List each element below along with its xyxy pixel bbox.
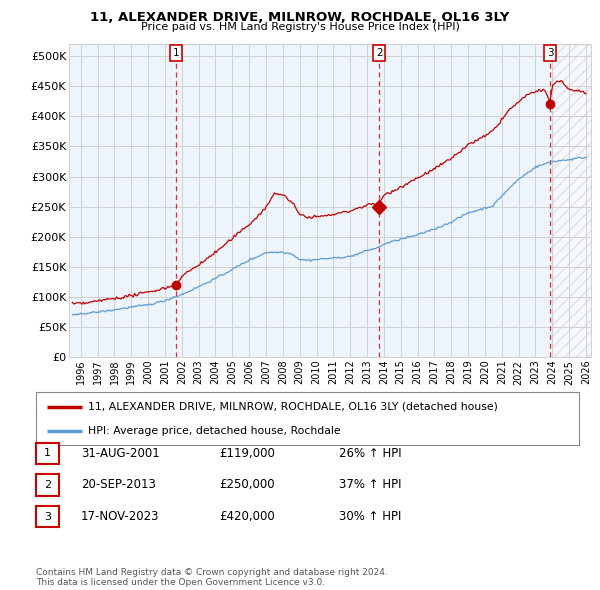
Text: £420,000: £420,000 xyxy=(219,510,275,523)
Text: 1: 1 xyxy=(173,48,179,58)
Text: 1: 1 xyxy=(44,448,51,458)
Text: 3: 3 xyxy=(547,48,554,58)
Text: 20-SEP-2013: 20-SEP-2013 xyxy=(81,478,156,491)
Text: HPI: Average price, detached house, Rochdale: HPI: Average price, detached house, Roch… xyxy=(88,426,340,436)
Text: 30% ↑ HPI: 30% ↑ HPI xyxy=(339,510,401,523)
Text: 11, ALEXANDER DRIVE, MILNROW, ROCHDALE, OL16 3LY (detached house): 11, ALEXANDER DRIVE, MILNROW, ROCHDALE, … xyxy=(88,402,497,412)
Text: Contains HM Land Registry data © Crown copyright and database right 2024.
This d: Contains HM Land Registry data © Crown c… xyxy=(36,568,388,587)
Text: Price paid vs. HM Land Registry's House Price Index (HPI): Price paid vs. HM Land Registry's House … xyxy=(140,22,460,32)
Text: £250,000: £250,000 xyxy=(219,478,275,491)
Bar xyxy=(552,44,600,357)
Text: 26% ↑ HPI: 26% ↑ HPI xyxy=(339,447,401,460)
Text: £119,000: £119,000 xyxy=(219,447,275,460)
Text: 2: 2 xyxy=(44,480,51,490)
Text: 2: 2 xyxy=(376,48,383,58)
Text: 17-NOV-2023: 17-NOV-2023 xyxy=(81,510,160,523)
Text: 3: 3 xyxy=(44,512,51,522)
Text: 31-AUG-2001: 31-AUG-2001 xyxy=(81,447,160,460)
Bar xyxy=(552,44,600,357)
Text: 37% ↑ HPI: 37% ↑ HPI xyxy=(339,478,401,491)
Text: 11, ALEXANDER DRIVE, MILNROW, ROCHDALE, OL16 3LY: 11, ALEXANDER DRIVE, MILNROW, ROCHDALE, … xyxy=(91,11,509,24)
